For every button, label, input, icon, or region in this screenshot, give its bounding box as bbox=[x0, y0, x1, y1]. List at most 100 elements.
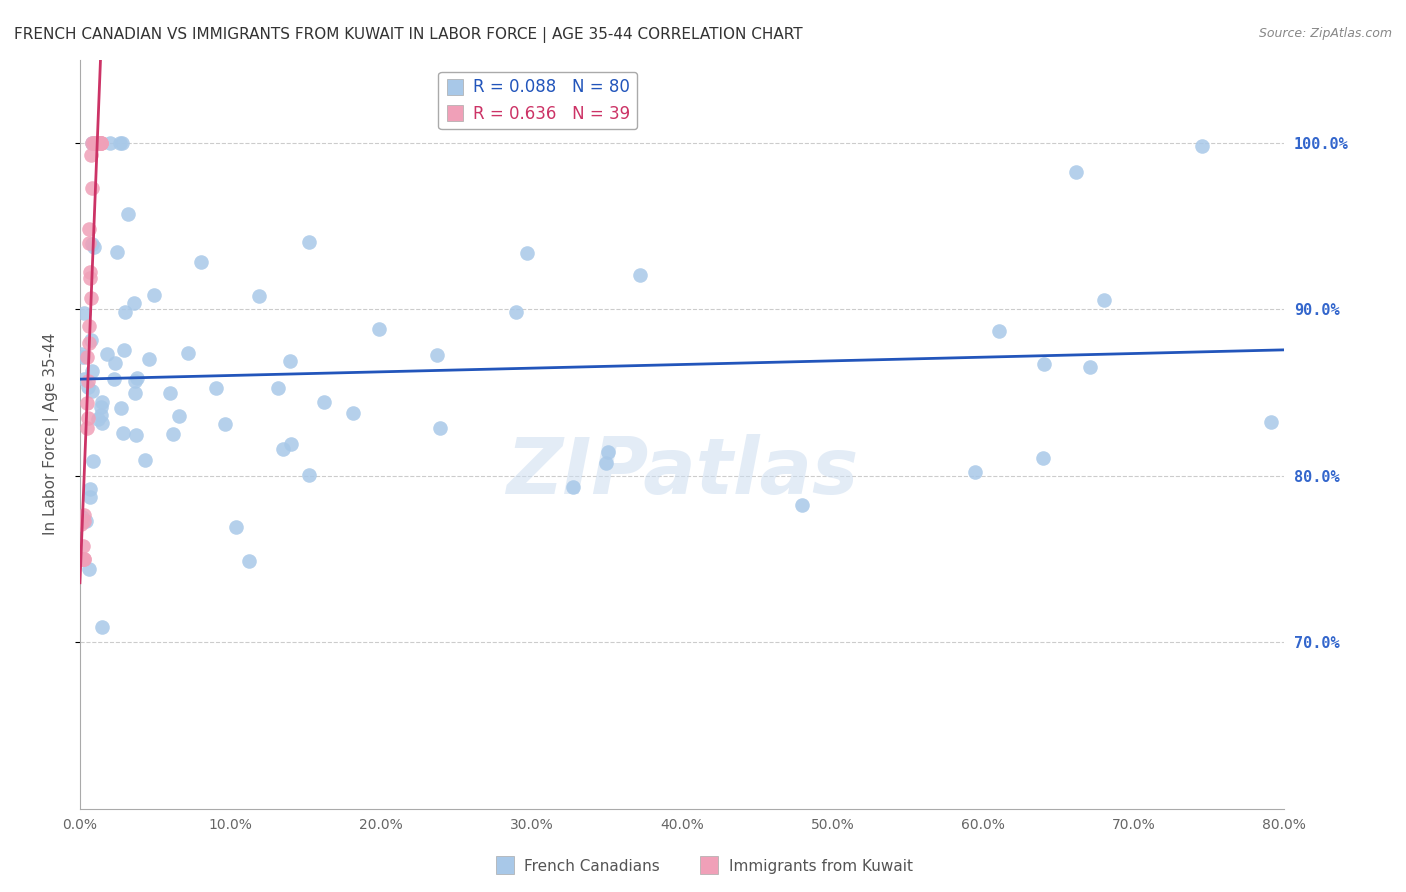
Point bbox=[342, 406, 364, 420]
Point bbox=[76, 374, 98, 388]
Point bbox=[80, 334, 103, 348]
Point bbox=[595, 456, 617, 470]
Point bbox=[79, 271, 101, 285]
Point bbox=[70, 552, 93, 566]
Text: FRENCH CANADIAN VS IMMIGRANTS FROM KUWAIT IN LABOR FORCE | AGE 35-44 CORRELATION: FRENCH CANADIAN VS IMMIGRANTS FROM KUWAI… bbox=[14, 27, 803, 43]
Point bbox=[104, 356, 127, 370]
Point bbox=[87, 411, 110, 425]
Point bbox=[125, 428, 148, 442]
Point bbox=[792, 499, 814, 513]
Y-axis label: In Labor Force | Age 35-44: In Labor Force | Age 35-44 bbox=[44, 333, 59, 535]
Point bbox=[82, 364, 104, 378]
Point bbox=[80, 180, 103, 194]
Point bbox=[89, 136, 111, 150]
Point bbox=[225, 520, 247, 534]
Point bbox=[162, 426, 184, 441]
Point bbox=[73, 508, 96, 522]
Point bbox=[77, 410, 100, 425]
Point bbox=[83, 239, 105, 253]
Point bbox=[70, 510, 93, 524]
Point bbox=[247, 289, 270, 303]
Point bbox=[79, 490, 101, 504]
Point bbox=[72, 552, 94, 566]
Point bbox=[82, 237, 104, 252]
Point bbox=[72, 306, 94, 320]
Point bbox=[70, 552, 93, 566]
Point bbox=[426, 348, 449, 362]
Point bbox=[90, 136, 112, 150]
Point bbox=[1033, 357, 1056, 371]
Point bbox=[122, 296, 145, 310]
Point bbox=[112, 343, 135, 357]
Point bbox=[73, 514, 96, 528]
Point bbox=[90, 408, 112, 422]
Point bbox=[105, 244, 128, 259]
Point bbox=[80, 384, 103, 398]
Point bbox=[112, 425, 135, 440]
Point bbox=[77, 319, 100, 334]
Point bbox=[280, 436, 302, 450]
Point bbox=[79, 222, 101, 236]
Point bbox=[77, 335, 100, 350]
Point bbox=[72, 552, 94, 566]
Text: ZIPatlas: ZIPatlas bbox=[506, 434, 858, 509]
Point bbox=[429, 421, 451, 435]
Point bbox=[143, 287, 166, 301]
Point bbox=[89, 136, 111, 150]
Point bbox=[190, 254, 212, 268]
Point bbox=[72, 351, 94, 365]
Legend: R = 0.088   N = 80, R = 0.636   N = 39: R = 0.088 N = 80, R = 0.636 N = 39 bbox=[439, 71, 637, 129]
Point bbox=[297, 235, 319, 250]
Point bbox=[110, 401, 132, 416]
Point bbox=[1064, 165, 1087, 179]
Point bbox=[77, 562, 100, 576]
Point bbox=[271, 442, 294, 456]
Point bbox=[82, 454, 104, 468]
Point bbox=[111, 136, 134, 150]
Point bbox=[1191, 138, 1213, 153]
Point bbox=[562, 480, 585, 494]
Point bbox=[134, 453, 156, 467]
Point bbox=[1078, 359, 1101, 374]
Point bbox=[1260, 415, 1282, 429]
Point bbox=[80, 136, 103, 150]
Point bbox=[125, 371, 148, 385]
Point bbox=[214, 417, 236, 431]
Point bbox=[76, 380, 98, 394]
Point bbox=[117, 207, 139, 221]
Point bbox=[108, 136, 131, 150]
Point bbox=[73, 552, 96, 566]
Point bbox=[138, 352, 160, 367]
Point bbox=[72, 539, 94, 553]
Point bbox=[70, 347, 93, 361]
Point bbox=[90, 401, 112, 415]
Point bbox=[505, 305, 527, 319]
Point bbox=[76, 350, 98, 364]
Point bbox=[124, 386, 146, 401]
Text: Source: ZipAtlas.com: Source: ZipAtlas.com bbox=[1258, 27, 1392, 40]
Point bbox=[70, 552, 93, 566]
Point bbox=[90, 416, 112, 430]
Point bbox=[70, 552, 93, 566]
Point bbox=[83, 136, 105, 150]
Point bbox=[204, 381, 226, 395]
Point bbox=[79, 482, 101, 496]
Legend: French Canadians, Immigrants from Kuwait: French Canadians, Immigrants from Kuwait bbox=[488, 853, 918, 880]
Point bbox=[76, 396, 98, 410]
Point bbox=[79, 235, 101, 250]
Point bbox=[159, 386, 181, 401]
Point bbox=[98, 136, 121, 150]
Point bbox=[91, 395, 114, 409]
Point bbox=[79, 291, 101, 305]
Point bbox=[70, 552, 93, 566]
Point bbox=[598, 444, 620, 458]
Point bbox=[90, 620, 112, 634]
Point bbox=[70, 517, 93, 532]
Point bbox=[103, 372, 125, 386]
Point bbox=[516, 245, 538, 260]
Point bbox=[70, 552, 93, 566]
Point bbox=[114, 304, 136, 318]
Point bbox=[1032, 450, 1054, 465]
Point bbox=[1092, 293, 1115, 308]
Point bbox=[169, 409, 191, 423]
